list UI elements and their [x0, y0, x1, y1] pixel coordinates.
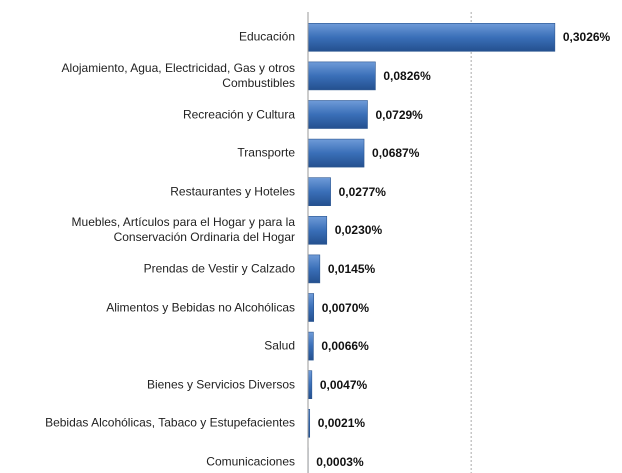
- bar: [307, 370, 313, 400]
- bar: [307, 22, 556, 52]
- category-label: Salud: [264, 338, 295, 353]
- category-label: Restaurantes y Hoteles: [170, 184, 295, 199]
- bar: [307, 254, 321, 284]
- bar: [307, 100, 368, 129]
- category-label: Alojamiento, Agua, Electricidad, Gas y o…: [61, 60, 295, 90]
- category-label: Bebidas Alcohólicas, Tabaco y Estupefaci…: [45, 415, 295, 430]
- value-label: 0,0230%: [334, 223, 383, 238]
- category-label: Prendas de Vestir y Calzado: [143, 261, 295, 276]
- value-label: 0,0729%: [375, 107, 423, 122]
- value-label: 0,0003%: [316, 454, 364, 469]
- value-label: 0,0021%: [317, 416, 366, 431]
- bar: [307, 331, 314, 361]
- value-label: 0,0066%: [321, 339, 369, 354]
- value-label: 0,0145%: [327, 261, 376, 276]
- value-label: 0,0047%: [319, 377, 368, 392]
- bar: [307, 293, 315, 322]
- category-label: Educación: [238, 29, 295, 44]
- value-label: 0,0070%: [321, 300, 370, 315]
- category-label: Muebles, Artículos para el Hogar y para …: [71, 215, 295, 245]
- category-label: Alimentos y Bebidas no Alcohólicas: [106, 300, 295, 314]
- value-label: 0,0826%: [383, 68, 431, 83]
- bar: [307, 61, 376, 91]
- category-label: Transporte: [237, 145, 295, 160]
- bar: [307, 177, 331, 206]
- value-label: 0,0277%: [338, 184, 386, 199]
- bar: [307, 216, 328, 245]
- bar: [307, 138, 365, 168]
- value-label: 0,0687%: [372, 146, 420, 161]
- category-label: Recreación y Cultura: [182, 107, 295, 121]
- category-label: Comunicaciones: [206, 454, 295, 469]
- category-label: Bienes y Servicios Diversos: [146, 377, 295, 392]
- value-label: 0,3026%: [562, 30, 611, 45]
